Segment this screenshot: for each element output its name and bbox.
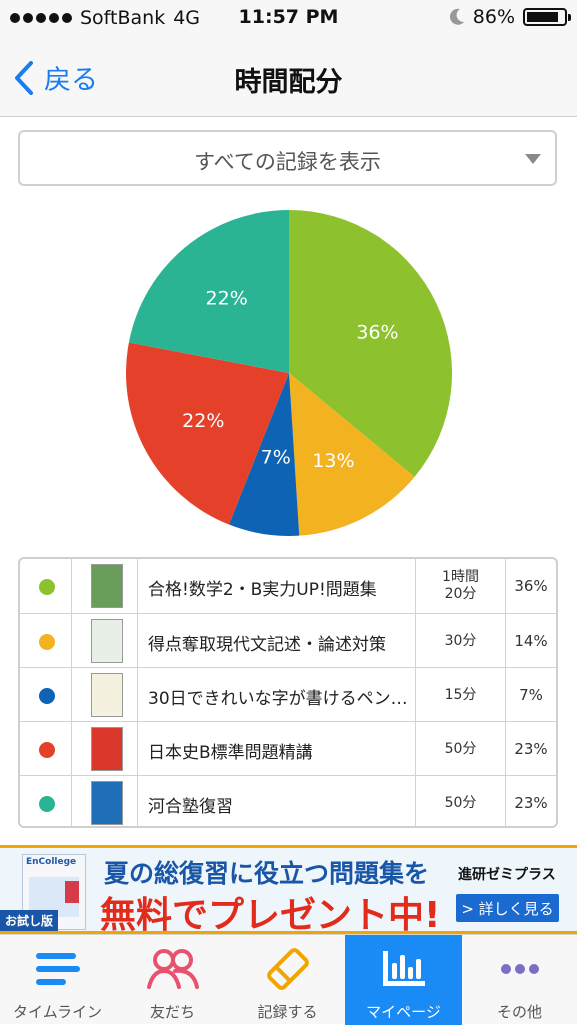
network-label: 4G (173, 7, 201, 29)
pie-slice-0 (289, 210, 452, 477)
study-time: 30分 (416, 614, 506, 668)
time-distribution-pie-chart: 36% 13% 7% 22% 22% (126, 210, 452, 536)
title-cell: 得点奪取現代文記述・論述対策 (138, 614, 416, 668)
thumbnail-cell (72, 668, 138, 722)
carrier-label: SoftBank (80, 7, 166, 29)
ad-book-spine-mark (65, 881, 79, 903)
tab-friends-label: 友だち (149, 1003, 195, 1021)
study-material-table: 合格!数学2・B実力UP!問題集 1時間 20分 36% 得点奪取現代文記述・論述対策 3… (18, 557, 558, 828)
table-row[interactable]: 30日できれいな字が書けるペン字練習帳 15分 7% (20, 667, 556, 722)
ad-details-button[interactable]: > 詳しく見る (456, 894, 559, 922)
record-icon (266, 948, 309, 990)
study-percent: 7% (519, 686, 543, 704)
pie-slice-3 (126, 342, 289, 525)
book-thumbnail (91, 619, 123, 663)
table-row[interactable]: 河合塾復習 50分 23% (20, 775, 556, 826)
study-percent: 23% (514, 740, 548, 758)
color-cell (20, 614, 72, 668)
study-percent: 14% (514, 632, 548, 650)
caret-down-icon (525, 154, 541, 164)
title-cell: 日本史B標準問題精講 (138, 722, 416, 776)
tab-more[interactable]: その他 (462, 935, 577, 1025)
pie-slice-label-1: 13% (312, 450, 354, 472)
thumbnail-cell (72, 722, 138, 776)
table-row[interactable]: 得点奪取現代文記述・論述対策 30分 14% (20, 613, 556, 668)
tab-timeline[interactable]: タイムライン (0, 935, 115, 1025)
timeline-icon (35, 953, 80, 985)
thumbnail-cell (72, 559, 138, 613)
status-right: 86% (449, 6, 571, 28)
record-filter-select[interactable]: すべての記録を表示 (18, 130, 557, 186)
ad-book-title: EnCollege (26, 857, 77, 867)
book-thumbnail (91, 673, 123, 717)
tab-record-label: 記録する (257, 1003, 318, 1021)
trial-badge: お試し版 (0, 910, 59, 931)
book-thumbnail (91, 727, 123, 771)
pie-slice-1 (289, 373, 415, 536)
nav-bar: 戻る 時間配分 (0, 38, 577, 117)
legend-color-dot (39, 634, 55, 650)
more-icon (500, 964, 539, 974)
study-percent: 23% (514, 794, 548, 812)
material-title: 30日できれいな字が書けるペン字練習帳 (148, 689, 409, 709)
table-row[interactable]: 合格!数学2・B実力UP!問題集 1時間 20分 36% (20, 559, 556, 613)
material-title: 得点奪取現代文記述・論述対策 (148, 635, 386, 655)
material-title: 河合塾復習 (148, 797, 233, 817)
status-bar: SoftBank 4G 11:57 PM 86% (0, 0, 577, 38)
study-time: 50分 (416, 776, 506, 826)
color-cell (20, 776, 72, 826)
study-time: 50分 (416, 722, 506, 776)
battery-fill (527, 12, 558, 22)
record-filter-value: すべての記録を表示 (194, 150, 381, 174)
battery-percent: 86% (472, 6, 515, 28)
moon-icon (449, 8, 464, 25)
table-row[interactable]: 日本史B標準問題精講 50分 23% (20, 721, 556, 776)
tab-bar: タイムライン 友だち 記録する マイページ その他 (0, 934, 577, 1025)
status-time: 11:57 PM (238, 6, 339, 28)
tab-record[interactable]: 記録する (230, 935, 345, 1025)
book-thumbnail (91, 781, 123, 825)
study-percent: 36% (514, 577, 548, 595)
back-button[interactable]: 戻る (14, 58, 98, 97)
color-cell (20, 722, 72, 776)
pie-slice-4 (128, 210, 289, 373)
pie-slice-label-3: 22% (182, 410, 224, 432)
study-time: 1時間 20分 (416, 559, 506, 613)
title-cell: 河合塾復習 (138, 776, 416, 826)
tab-more-label: その他 (496, 1003, 542, 1021)
color-cell (20, 668, 72, 722)
title-cell: 30日できれいな字が書けるペン字練習帳 (138, 668, 416, 722)
tab-mypage[interactable]: マイページ (345, 935, 462, 1025)
mypage-chart-icon (382, 951, 425, 986)
title-cell: 合格!数学2・B実力UP!問題集 (138, 559, 416, 613)
thumbnail-cell (72, 776, 138, 826)
signal-icon (10, 13, 72, 23)
ad-headline: 夏の総復習に役立つ問題集を (104, 859, 430, 888)
legend-color-dot (39, 688, 55, 704)
pie-slice-label-0: 36% (356, 321, 398, 343)
material-title: 日本史B標準問題精講 (148, 743, 313, 763)
color-cell (20, 559, 72, 613)
battery-icon (523, 8, 571, 26)
thumbnail-cell (72, 614, 138, 668)
ad-brand: 進研ゼミプラス (458, 867, 556, 883)
legend-color-dot (39, 796, 55, 812)
tab-friends[interactable]: 友だち (115, 935, 230, 1025)
study-time: 15分 (416, 668, 506, 722)
book-thumbnail (91, 564, 123, 608)
legend-color-dot (39, 579, 55, 595)
pie-slice-2 (228, 373, 300, 536)
ad-banner[interactable]: EnCollege お試し版 夏の総復習に役立つ問題集を 無料でプレゼント中! … (0, 845, 577, 934)
back-label: 戻る (44, 65, 98, 96)
legend-color-dot (39, 742, 55, 758)
friends-icon (146, 949, 199, 989)
status-left: SoftBank 4G (10, 7, 200, 29)
ad-offer: 無料でプレゼント中! (100, 895, 441, 934)
pie-slice-label-4: 22% (206, 288, 248, 310)
chevron-left-icon (15, 60, 33, 95)
material-title: 合格!数学2・B実力UP!問題集 (148, 580, 377, 600)
tab-mypage-label: マイページ (366, 1003, 441, 1021)
tab-timeline-label: タイムライン (13, 1003, 102, 1021)
pie-slice-label-2: 7% (261, 447, 291, 469)
